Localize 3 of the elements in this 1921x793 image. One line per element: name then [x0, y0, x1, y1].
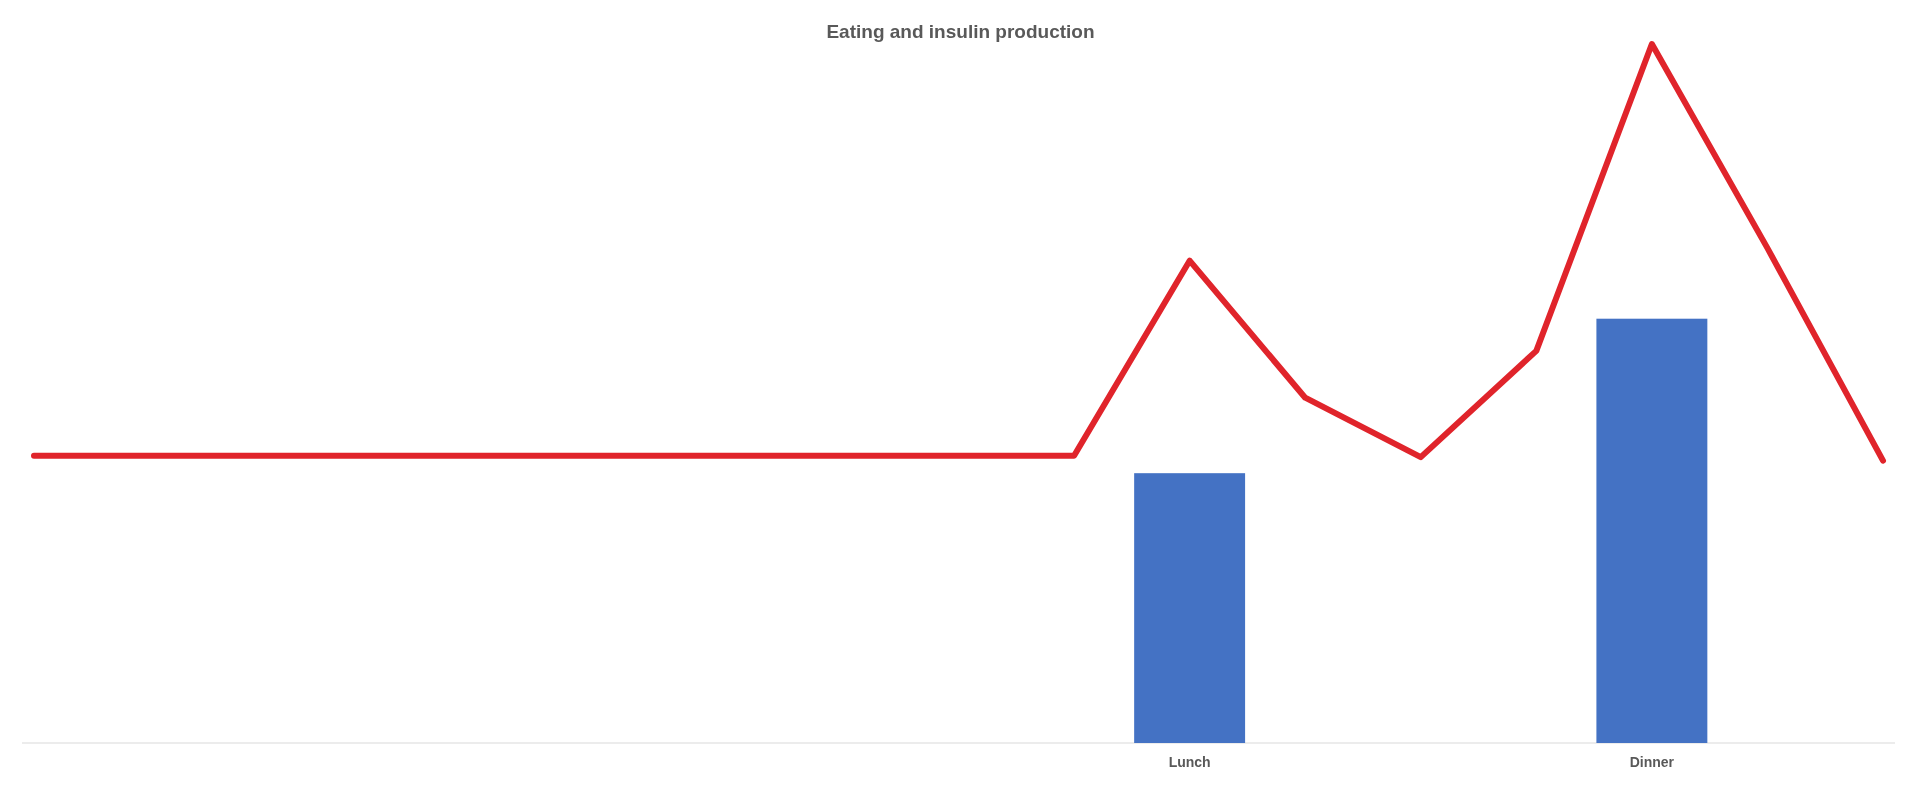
x-tick-label: Dinner — [1629, 754, 1675, 770]
chart-title: Eating and insulin production — [826, 21, 1095, 42]
x-tick-label: Lunch — [1168, 754, 1211, 770]
